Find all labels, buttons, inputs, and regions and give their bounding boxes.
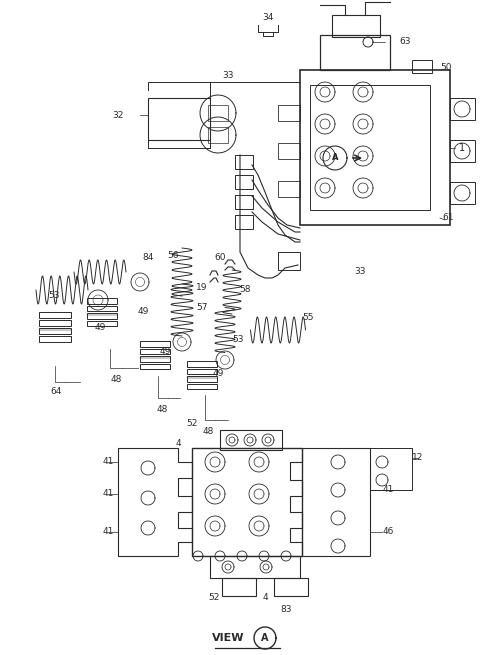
- Bar: [140, 356, 170, 362]
- Bar: [278, 105, 300, 121]
- Bar: [320, 35, 390, 70]
- Bar: [87, 305, 117, 311]
- Bar: [187, 384, 217, 389]
- Text: 34: 34: [262, 14, 274, 22]
- Text: 4: 4: [175, 438, 181, 447]
- Text: VIEW: VIEW: [212, 633, 244, 643]
- Text: A: A: [332, 153, 338, 162]
- Bar: [300, 70, 450, 225]
- Text: 19: 19: [196, 284, 208, 293]
- Bar: [222, 578, 256, 596]
- Bar: [39, 312, 71, 318]
- Bar: [208, 105, 228, 121]
- Text: 56: 56: [167, 250, 179, 259]
- Bar: [235, 215, 253, 229]
- Text: 84: 84: [142, 253, 154, 263]
- Bar: [140, 341, 170, 346]
- Bar: [235, 175, 253, 189]
- Bar: [192, 448, 302, 556]
- Text: 32: 32: [112, 111, 124, 119]
- Bar: [412, 60, 432, 73]
- Bar: [235, 195, 253, 209]
- Text: 33: 33: [354, 267, 366, 276]
- Text: 57: 57: [196, 303, 208, 312]
- Text: 33: 33: [222, 71, 234, 81]
- Text: 61: 61: [442, 214, 454, 223]
- Text: 63: 63: [399, 37, 411, 47]
- Bar: [450, 98, 475, 120]
- Text: 64: 64: [50, 388, 62, 396]
- Text: 52: 52: [208, 593, 220, 603]
- Bar: [450, 182, 475, 204]
- Text: 41: 41: [102, 489, 114, 498]
- Bar: [87, 321, 117, 326]
- Bar: [187, 361, 217, 367]
- Text: 53: 53: [48, 291, 60, 301]
- Bar: [235, 155, 253, 169]
- Bar: [39, 336, 71, 342]
- Text: 41: 41: [382, 485, 394, 495]
- Text: 58: 58: [239, 286, 251, 295]
- Bar: [274, 578, 308, 596]
- Text: A: A: [261, 633, 269, 643]
- Text: 48: 48: [110, 375, 122, 384]
- Bar: [187, 376, 217, 382]
- Text: 46: 46: [382, 527, 394, 536]
- Bar: [208, 127, 228, 143]
- Bar: [39, 328, 71, 334]
- Bar: [278, 252, 300, 270]
- Text: 4: 4: [262, 593, 268, 603]
- Text: 49: 49: [159, 348, 171, 356]
- Text: 50: 50: [440, 62, 452, 71]
- Text: 41: 41: [102, 527, 114, 536]
- Bar: [450, 140, 475, 162]
- Text: 1: 1: [459, 143, 465, 153]
- Text: 12: 12: [412, 453, 424, 462]
- Bar: [370, 448, 412, 490]
- Text: 55: 55: [302, 314, 314, 322]
- Text: 49: 49: [212, 369, 224, 379]
- Text: 49: 49: [94, 324, 106, 333]
- Bar: [310, 85, 430, 210]
- Bar: [140, 364, 170, 369]
- Text: 48: 48: [156, 405, 168, 415]
- Bar: [148, 98, 210, 140]
- Text: 49: 49: [137, 307, 149, 316]
- Bar: [87, 313, 117, 319]
- Bar: [187, 369, 217, 374]
- Bar: [278, 143, 300, 159]
- Bar: [210, 556, 300, 578]
- Text: 53: 53: [232, 335, 244, 345]
- Bar: [278, 181, 300, 197]
- Text: 52: 52: [186, 419, 198, 428]
- Text: 83: 83: [280, 605, 292, 614]
- Bar: [220, 430, 282, 450]
- Bar: [87, 298, 117, 304]
- Text: 41: 41: [102, 457, 114, 466]
- Text: 48: 48: [202, 428, 214, 436]
- Bar: [39, 320, 71, 326]
- Bar: [332, 15, 380, 37]
- Bar: [140, 348, 170, 354]
- Text: 60: 60: [214, 253, 226, 263]
